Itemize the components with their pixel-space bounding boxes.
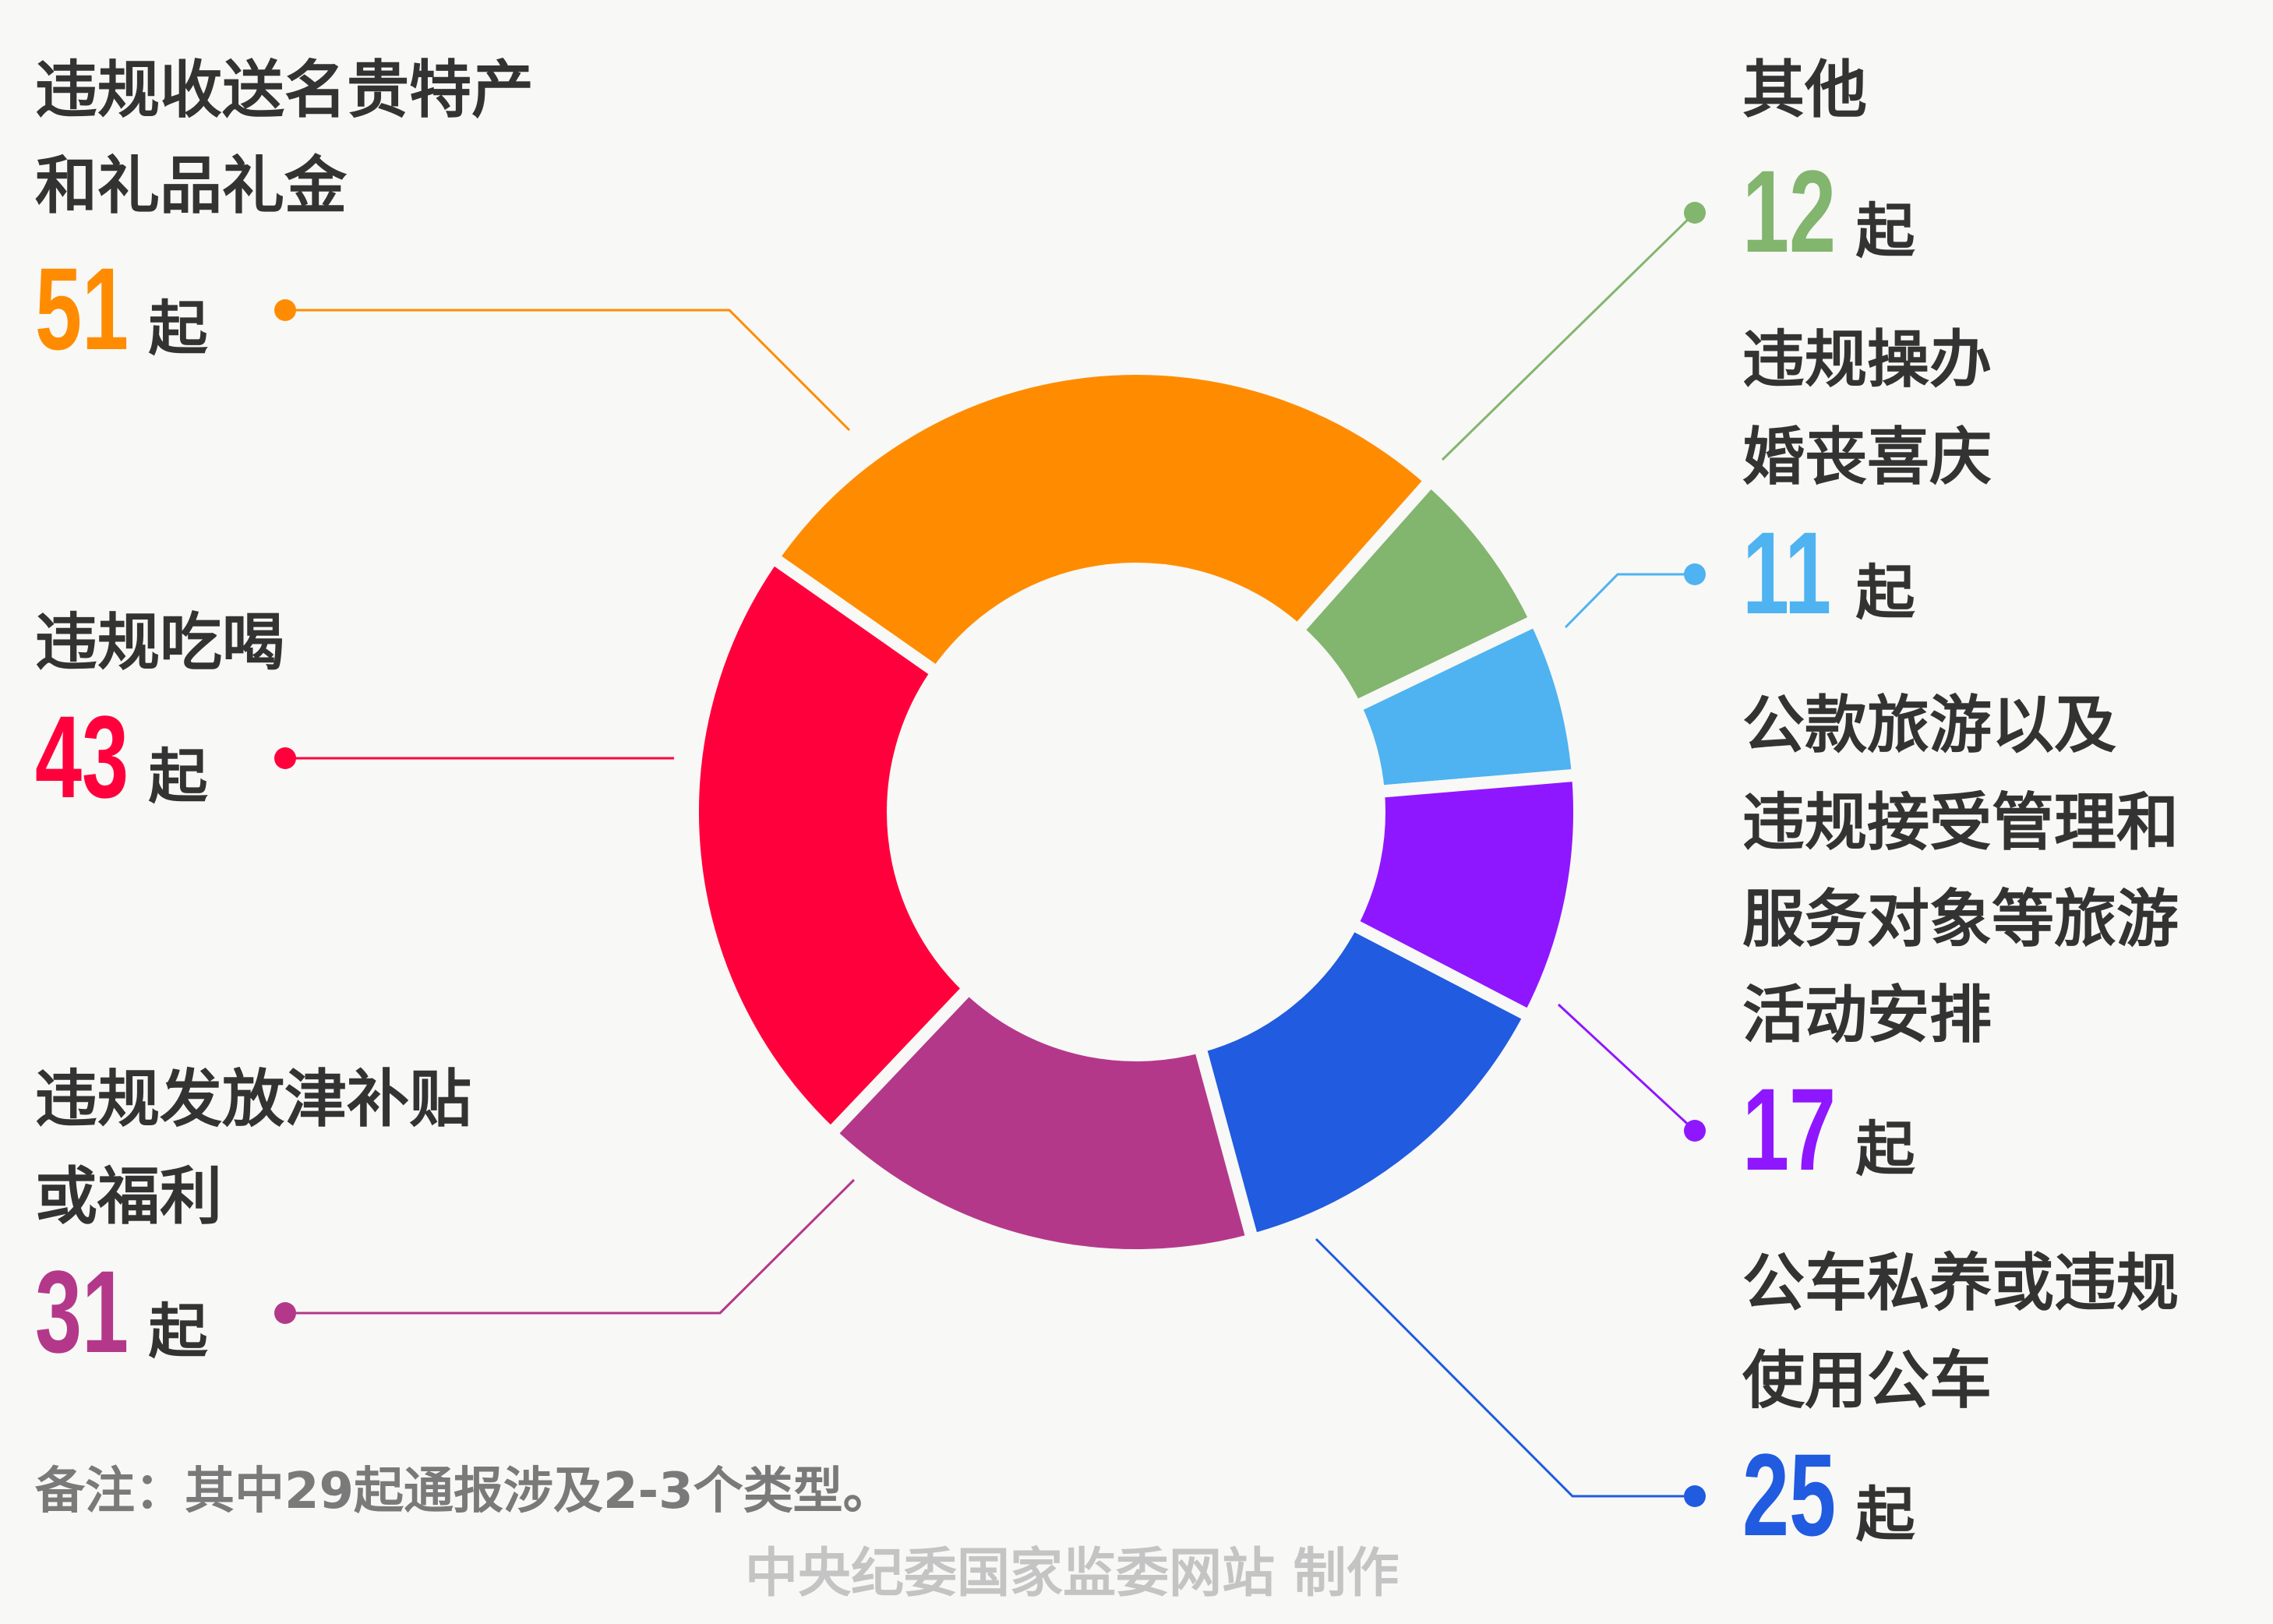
value-unit: 起 bbox=[149, 294, 209, 363]
donut-slice bbox=[1343, 768, 1586, 1025]
slice-value: 11 起 bbox=[1742, 508, 1916, 639]
footnote: 备注：其中29起通报涉及2-3个类型。 bbox=[35, 1463, 893, 1520]
slice-label: 违规吃喝 bbox=[35, 606, 284, 679]
donut-slice bbox=[764, 362, 1440, 682]
value-number: 43 bbox=[35, 692, 129, 823]
slice-label: 违规发放津补贴 bbox=[35, 1063, 471, 1135]
value-number: 12 bbox=[1742, 147, 1836, 277]
leader-line bbox=[1315, 1237, 1695, 1498]
value-number: 31 bbox=[35, 1247, 129, 1378]
donut-slice bbox=[686, 549, 978, 1142]
value-number: 25 bbox=[1742, 1430, 1836, 1561]
slice-value: 12 起 bbox=[1742, 147, 1916, 277]
leader-lines bbox=[274, 202, 1706, 1507]
leader-dot bbox=[1684, 202, 1706, 224]
donut-slice bbox=[821, 979, 1261, 1262]
value-unit: 起 bbox=[1856, 1114, 1916, 1184]
value-unit: 起 bbox=[149, 742, 209, 811]
slice-label: 违规收送名贵特产 bbox=[35, 54, 534, 126]
value-unit: 起 bbox=[1856, 1480, 1916, 1549]
slice-label: 和礼品礼金 bbox=[35, 150, 348, 222]
slice-label: 婚丧喜庆 bbox=[1742, 421, 1992, 493]
credit: 中央纪委国家监委网站 制作 bbox=[745, 1543, 1399, 1605]
donut-slice bbox=[1192, 915, 1538, 1248]
slice-label: 公款旅游以及 bbox=[1742, 689, 2116, 761]
value-number: 17 bbox=[1742, 1064, 1836, 1195]
slice-label: 违规操办 bbox=[1742, 323, 1992, 396]
leader-line bbox=[285, 1178, 856, 1315]
leader-line bbox=[285, 309, 851, 432]
slice-value: 17 起 bbox=[1742, 1064, 1916, 1195]
leader-dot bbox=[274, 747, 296, 769]
leader-dot bbox=[274, 1302, 296, 1324]
slice-value: 43 起 bbox=[35, 692, 209, 823]
slice-label: 或福利 bbox=[35, 1160, 222, 1233]
value-unit: 起 bbox=[149, 1297, 209, 1366]
slice-value: 51 起 bbox=[35, 244, 209, 375]
slice-value: 25 起 bbox=[1742, 1430, 1916, 1561]
leader-dot bbox=[1684, 1485, 1706, 1507]
slice-label: 公车私养或违规 bbox=[1742, 1247, 2179, 1319]
value-number: 51 bbox=[35, 244, 129, 375]
leader-dot bbox=[1684, 563, 1706, 585]
slice-label: 违规接受管理和 bbox=[1742, 786, 2179, 859]
leader-dot bbox=[1684, 1120, 1706, 1142]
leader-line bbox=[1441, 211, 1696, 461]
value-number: 11 bbox=[1742, 508, 1831, 639]
slice-label: 使用公车 bbox=[1742, 1344, 1992, 1417]
leader-line bbox=[1564, 573, 1695, 629]
donut-slices bbox=[686, 362, 1586, 1262]
leader-line bbox=[1557, 1003, 1696, 1132]
slice-value: 31 起 bbox=[35, 1247, 209, 1378]
slice-label: 服务对象等旅游 bbox=[1742, 883, 2179, 955]
value-unit: 起 bbox=[1856, 558, 1916, 627]
leader-dot bbox=[274, 299, 296, 321]
value-unit: 起 bbox=[1856, 196, 1916, 266]
slice-label: 活动安排 bbox=[1742, 979, 1992, 1051]
slice-label: 其他 bbox=[1742, 54, 1867, 126]
